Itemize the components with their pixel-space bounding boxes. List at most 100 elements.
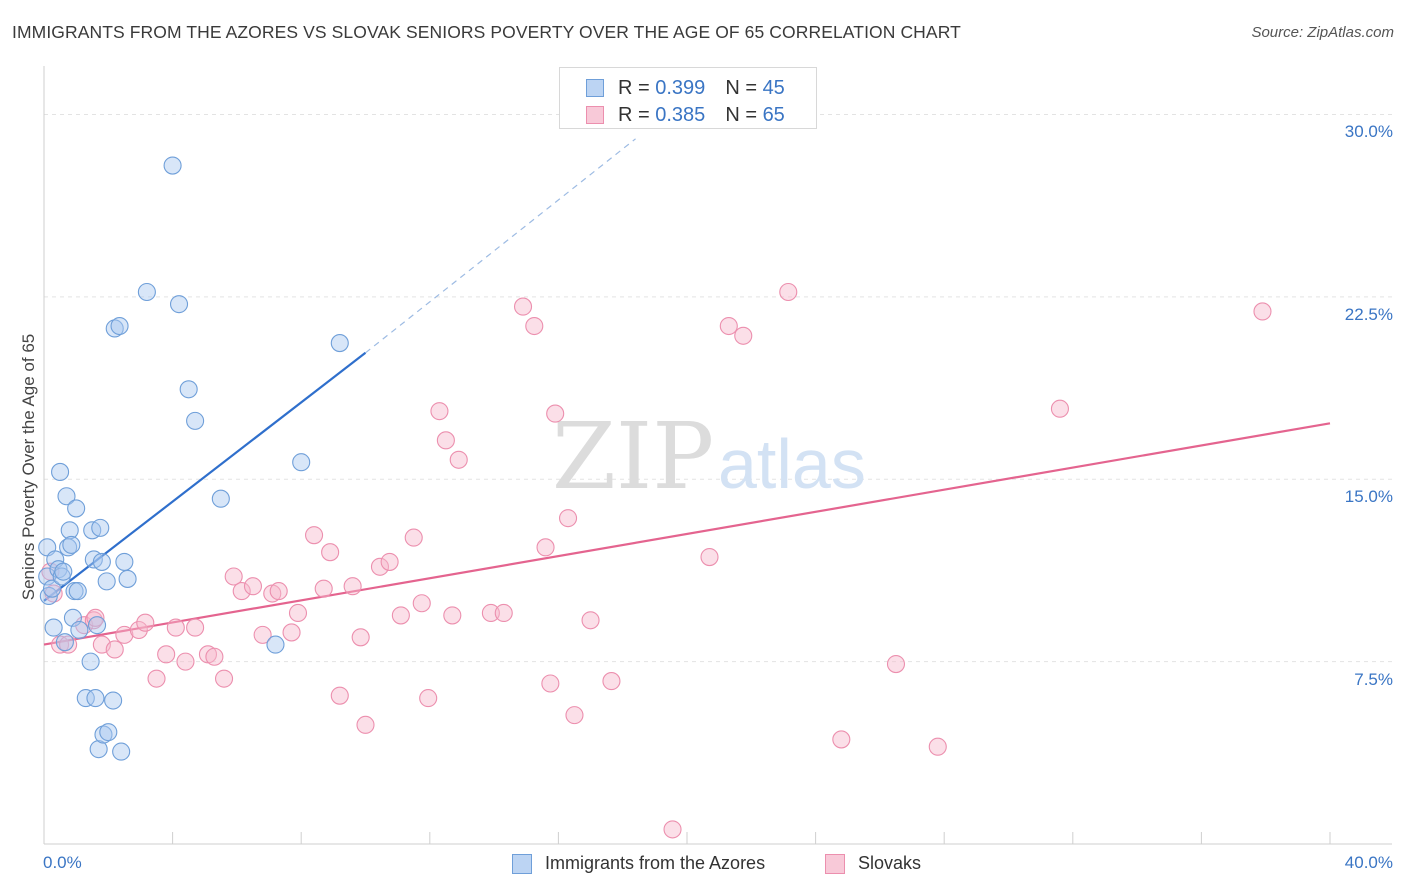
point-slovaks — [443, 606, 462, 625]
point-slovaks — [412, 594, 431, 613]
point-slovaks — [541, 674, 560, 693]
point-slovaks — [436, 431, 455, 450]
n-value-slovaks: 65 — [762, 104, 785, 126]
r-value-slovaks: 0.385 — [655, 104, 706, 126]
point-slovaks — [305, 526, 324, 545]
point-slovaks — [86, 608, 105, 627]
point-azores — [99, 723, 118, 742]
point-azores — [169, 295, 189, 314]
point-slovaks — [391, 606, 410, 625]
source-label: Source: ZipAtlas.com — [1251, 24, 1394, 41]
point-azores — [87, 616, 107, 635]
point-azores — [92, 552, 111, 571]
point-azores — [118, 569, 137, 588]
point-azores — [104, 691, 123, 710]
correlation-legend: R = 0.399 N = 45 R = 0.385 N = 65 — [559, 67, 817, 129]
point-azores — [292, 453, 311, 472]
trendlines — [43, 138, 1331, 646]
point-azores — [105, 319, 124, 338]
point-slovaks — [380, 552, 399, 571]
point-slovaks — [536, 538, 555, 557]
point-azores — [81, 652, 100, 671]
point-azores — [179, 380, 198, 399]
point-slovaks — [481, 603, 500, 623]
point-slovaks — [105, 640, 124, 659]
point-azores — [137, 282, 156, 302]
watermark-zip: ZIP — [552, 403, 714, 510]
point-azores — [115, 552, 134, 571]
point-slovaks — [214, 669, 234, 688]
point-slovaks — [1253, 302, 1272, 321]
point-azores — [54, 562, 73, 581]
point-slovaks — [719, 316, 738, 336]
n-value-azores: 45 — [762, 77, 785, 99]
point-azores — [68, 582, 87, 601]
point-slovaks — [330, 686, 349, 705]
point-slovaks — [186, 618, 205, 637]
point-slovaks — [351, 628, 370, 647]
point-slovaks — [343, 577, 362, 596]
point-azores — [112, 742, 131, 761]
x-tick-label: 0.0% — [43, 853, 82, 872]
point-azores — [62, 535, 81, 554]
point-slovaks — [513, 297, 533, 316]
point-slovaks — [59, 635, 78, 654]
point-slovaks — [232, 582, 251, 601]
point-azores — [60, 521, 79, 540]
y-tick-label: 22.5% — [1344, 304, 1393, 324]
point-azores — [42, 579, 62, 598]
grid — [44, 113, 1392, 663]
point-slovaks — [430, 402, 449, 421]
watermark-atlas: atlas — [718, 425, 866, 503]
point-slovaks — [602, 672, 621, 691]
point-azores — [89, 740, 108, 759]
point-slovaks — [115, 625, 134, 644]
pink-swatch-icon — [825, 854, 845, 874]
point-azores — [76, 689, 95, 708]
point-slovaks — [558, 509, 578, 528]
point-slovaks — [224, 567, 243, 586]
point-slovaks — [147, 669, 166, 688]
y-tick-label: 7.5% — [1354, 669, 1393, 689]
point-slovaks — [288, 603, 308, 623]
point-slovaks — [370, 557, 390, 576]
r-value-azores: 0.399 — [655, 77, 706, 99]
trendline-azores-extension — [365, 138, 636, 354]
point-slovaks — [314, 579, 333, 598]
point-slovaks — [663, 820, 682, 839]
x-tick-label: 40.0% — [1344, 853, 1393, 872]
point-slovaks — [176, 652, 195, 671]
point-slovaks — [546, 404, 565, 423]
point-azores — [266, 635, 285, 654]
pink-swatch-icon — [586, 106, 604, 124]
point-slovaks — [75, 616, 94, 635]
point-azores — [211, 489, 230, 508]
point-slovaks — [282, 623, 301, 642]
point-slovaks — [269, 582, 288, 601]
point-slovaks — [243, 577, 263, 596]
point-slovaks — [157, 645, 176, 664]
point-azores — [163, 156, 182, 175]
point-slovaks — [205, 647, 224, 666]
point-slovaks — [356, 715, 375, 734]
y-axis-label: Seniors Poverty Over the Age of 65 — [19, 333, 38, 601]
point-slovaks — [136, 613, 155, 632]
y-tick-label: 15.0% — [1344, 487, 1393, 507]
point-slovaks — [565, 706, 584, 725]
point-azores — [44, 618, 63, 637]
point-slovaks — [734, 326, 753, 345]
point-slovaks — [928, 737, 947, 756]
point-slovaks — [494, 603, 513, 623]
chart-title: IMMIGRANTS FROM THE AZORES VS SLOVAK SEN… — [12, 22, 961, 42]
point-slovaks — [779, 282, 798, 302]
point-azores — [55, 633, 74, 652]
axes — [43, 66, 1392, 845]
point-slovaks — [253, 625, 272, 644]
blue-swatch-icon — [586, 79, 604, 97]
point-azores — [97, 572, 116, 591]
point-slovaks — [700, 548, 719, 567]
point-azores — [86, 689, 105, 708]
point-azores — [330, 334, 349, 353]
data-points — [38, 156, 1272, 839]
